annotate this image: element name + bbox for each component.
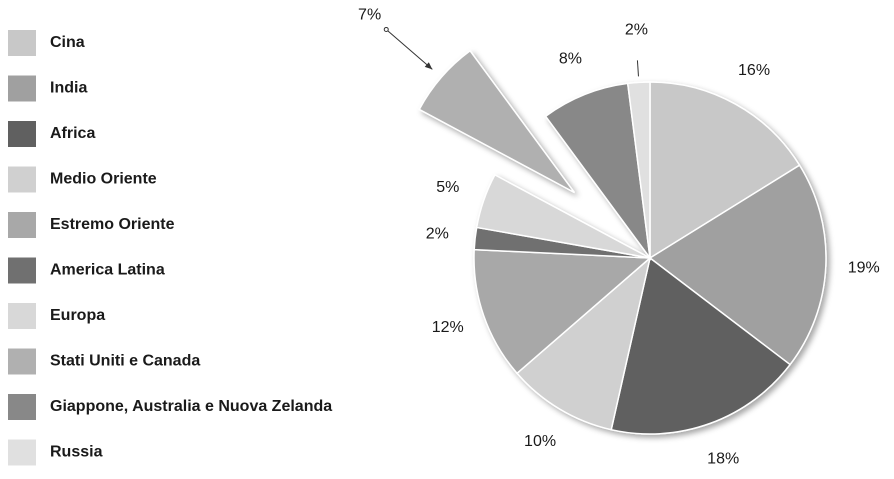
legend-label: Russia bbox=[50, 444, 103, 461]
legend-label: America Latina bbox=[50, 262, 165, 279]
pie bbox=[418, 49, 827, 435]
slice-label: 2% bbox=[625, 22, 648, 39]
legend-label: Stati Uniti e Canada bbox=[50, 353, 200, 370]
pie-slice bbox=[648, 164, 827, 366]
legend-label: India bbox=[50, 80, 87, 97]
pie-slice bbox=[515, 255, 652, 431]
legend-label: Estremo Oriente bbox=[50, 216, 175, 233]
slice-label: 5% bbox=[436, 179, 459, 196]
legend-swatch bbox=[8, 166, 36, 193]
pie-slice bbox=[418, 49, 576, 194]
legend-label: Africa bbox=[50, 125, 95, 142]
legend-swatch bbox=[8, 257, 36, 284]
label-arrow bbox=[385, 29, 433, 70]
legend-swatch bbox=[8, 394, 36, 420]
slice-label: 10% bbox=[524, 433, 556, 450]
pie-slice bbox=[626, 81, 651, 259]
slice-label: 18% bbox=[707, 450, 739, 467]
pie-slice bbox=[610, 256, 792, 435]
legend-label: Medio Oriente bbox=[50, 171, 157, 188]
pie-slice bbox=[473, 248, 652, 375]
legend-swatch bbox=[8, 348, 36, 375]
arrow-tail bbox=[383, 26, 389, 32]
legend-swatch bbox=[8, 303, 36, 329]
pie-slice bbox=[475, 173, 651, 259]
legend-swatch bbox=[8, 75, 36, 102]
legend-swatch bbox=[8, 121, 36, 147]
arrow-head bbox=[424, 62, 433, 70]
legend-swatch bbox=[8, 212, 36, 238]
legend-label: Cina bbox=[50, 34, 85, 51]
slice-label: 7% bbox=[358, 6, 381, 23]
leader-line bbox=[636, 60, 639, 77]
slice-label: 12% bbox=[432, 319, 464, 336]
slice-label: 16% bbox=[738, 62, 770, 79]
legend-label: Europa bbox=[50, 307, 105, 324]
legend-swatch bbox=[8, 30, 36, 56]
slice-label: 19% bbox=[848, 259, 880, 276]
legend-swatch bbox=[8, 439, 36, 466]
pie-slice bbox=[544, 82, 652, 261]
pie-slice bbox=[649, 81, 801, 260]
legend-label: Giappone, Australia e Nuova Zelanda bbox=[50, 398, 332, 415]
slice-label: 2% bbox=[426, 225, 449, 242]
slice-label: 8% bbox=[559, 51, 582, 68]
